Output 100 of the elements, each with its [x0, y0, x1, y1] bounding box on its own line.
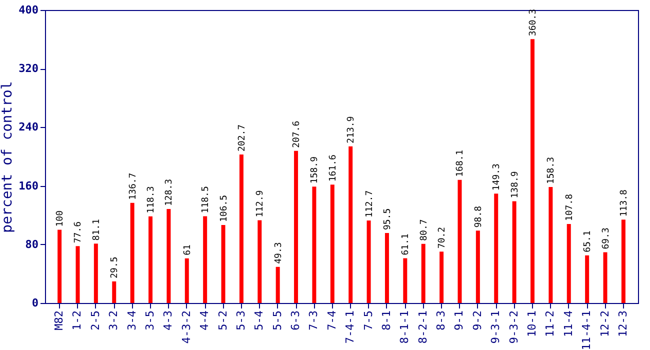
x-tick-label: 2-5 — [88, 310, 102, 330]
data-label: 61 — [182, 244, 193, 256]
bar — [403, 258, 408, 303]
bar — [130, 202, 134, 303]
x-tick-label: 9-3-1 — [489, 310, 502, 344]
y-tick-label: 0 — [32, 296, 38, 310]
data-label: 29.5 — [110, 256, 120, 278]
x-tick-label: 11-4-1 — [580, 310, 594, 350]
x-tick-label: 4-3-2 — [180, 310, 193, 344]
data-label: 161.6 — [328, 154, 338, 182]
bar — [58, 230, 62, 303]
data-label: 112.7 — [364, 190, 375, 218]
x-tick-label: 3-4 — [125, 310, 138, 330]
data-label: 138.9 — [510, 171, 520, 198]
y-tick-label: 240 — [18, 120, 38, 134]
x-tick-label: 8-1 — [380, 310, 393, 330]
data-label: 158.9 — [310, 156, 320, 184]
data-label: 112.9 — [256, 190, 266, 218]
data-label: 100 — [56, 210, 66, 227]
data-label: 81.1 — [92, 218, 102, 241]
bar — [384, 233, 389, 303]
x-tick-label: M82 — [52, 310, 66, 330]
x-tick-label: 5-3 — [234, 310, 248, 330]
data-label: 158.3 — [546, 156, 557, 184]
data-label: 98.8 — [474, 206, 484, 228]
x-tick-label: 11-4 — [562, 310, 575, 337]
x-tick-label: 12-2 — [598, 310, 612, 337]
y-tick-label: 320 — [18, 62, 38, 76]
bar — [530, 39, 534, 303]
data-label: 213.9 — [346, 116, 357, 144]
data-label: 80.7 — [419, 219, 430, 241]
x-tick-label: 8-3 — [434, 310, 448, 330]
data-label: 69.3 — [601, 228, 612, 250]
bar — [148, 216, 153, 303]
data-label: 106.5 — [219, 194, 230, 222]
bar — [621, 220, 626, 303]
bar — [548, 187, 553, 303]
bar — [276, 266, 280, 303]
bar — [330, 184, 334, 303]
x-tick-label: 9-3-2 — [507, 310, 520, 344]
bar — [458, 180, 462, 303]
data-label: 70.2 — [438, 226, 448, 249]
x-tick-label: 1-2 — [70, 310, 84, 330]
bar — [203, 216, 208, 303]
x-tick-label: 12-3 — [616, 310, 630, 337]
data-label: 207.6 — [292, 120, 302, 148]
bar — [184, 258, 189, 303]
x-tick-label: 9-2 — [470, 310, 484, 330]
data-label: 61.1 — [401, 234, 412, 256]
x-tick-label: 5-2 — [216, 310, 230, 330]
bar — [440, 252, 444, 303]
bar — [585, 255, 590, 303]
x-tick-label: 10-1 — [525, 310, 538, 337]
x-tick-label: 4-4 — [198, 310, 212, 330]
data-label: 136.7 — [128, 172, 138, 200]
x-tick-label: 3-2 — [107, 310, 120, 330]
bar — [603, 252, 608, 303]
data-label: 118.3 — [146, 186, 157, 214]
data-label: 128.3 — [164, 178, 175, 206]
x-tick-label: 3-5 — [144, 310, 157, 330]
bar — [76, 246, 80, 303]
bar — [166, 209, 171, 303]
x-tick-label: 4-3 — [162, 310, 175, 330]
x-tick-label: 7-5 — [362, 310, 375, 330]
bar — [348, 146, 353, 303]
data-label: 107.8 — [564, 194, 575, 222]
bar — [312, 186, 316, 303]
bar — [221, 224, 226, 303]
y-tick-label: 400 — [18, 4, 38, 16]
data-label: 168.1 — [456, 150, 466, 177]
x-tick-label: 9-1 — [452, 310, 466, 330]
data-label: 202.7 — [237, 124, 248, 152]
bar — [294, 150, 298, 303]
bar — [239, 154, 244, 303]
y-tick-label: 160 — [18, 179, 38, 192]
bar — [421, 244, 426, 303]
x-tick-label: 11-2 — [544, 310, 557, 337]
x-tick-label: 7-4 — [325, 310, 338, 330]
bar — [366, 220, 371, 303]
bar — [94, 244, 98, 303]
data-label: 77.6 — [74, 221, 84, 244]
bar — [566, 224, 571, 303]
data-label: 149.3 — [492, 164, 502, 191]
x-tick-label: 7-3 — [307, 310, 320, 330]
y-axis-title: percent of control — [0, 81, 16, 233]
bar — [258, 220, 262, 303]
y-tick-label: 80 — [25, 238, 38, 251]
x-tick-label: 8-2-1 — [416, 310, 430, 344]
data-label: 360.3 — [528, 8, 538, 36]
data-label: 65.1 — [583, 230, 594, 252]
data-label: 113.8 — [619, 190, 630, 217]
data-label: 118.5 — [201, 186, 212, 214]
data-label: 49.3 — [274, 242, 284, 264]
x-tick-label: 5-4 — [252, 310, 266, 330]
bar — [476, 230, 480, 303]
bar — [494, 194, 498, 303]
x-tick-label: 5-5 — [270, 310, 284, 330]
bar — [512, 201, 516, 303]
x-tick-label: 7-4-1 — [344, 310, 357, 344]
x-tick-label: 6-3 — [289, 310, 302, 330]
